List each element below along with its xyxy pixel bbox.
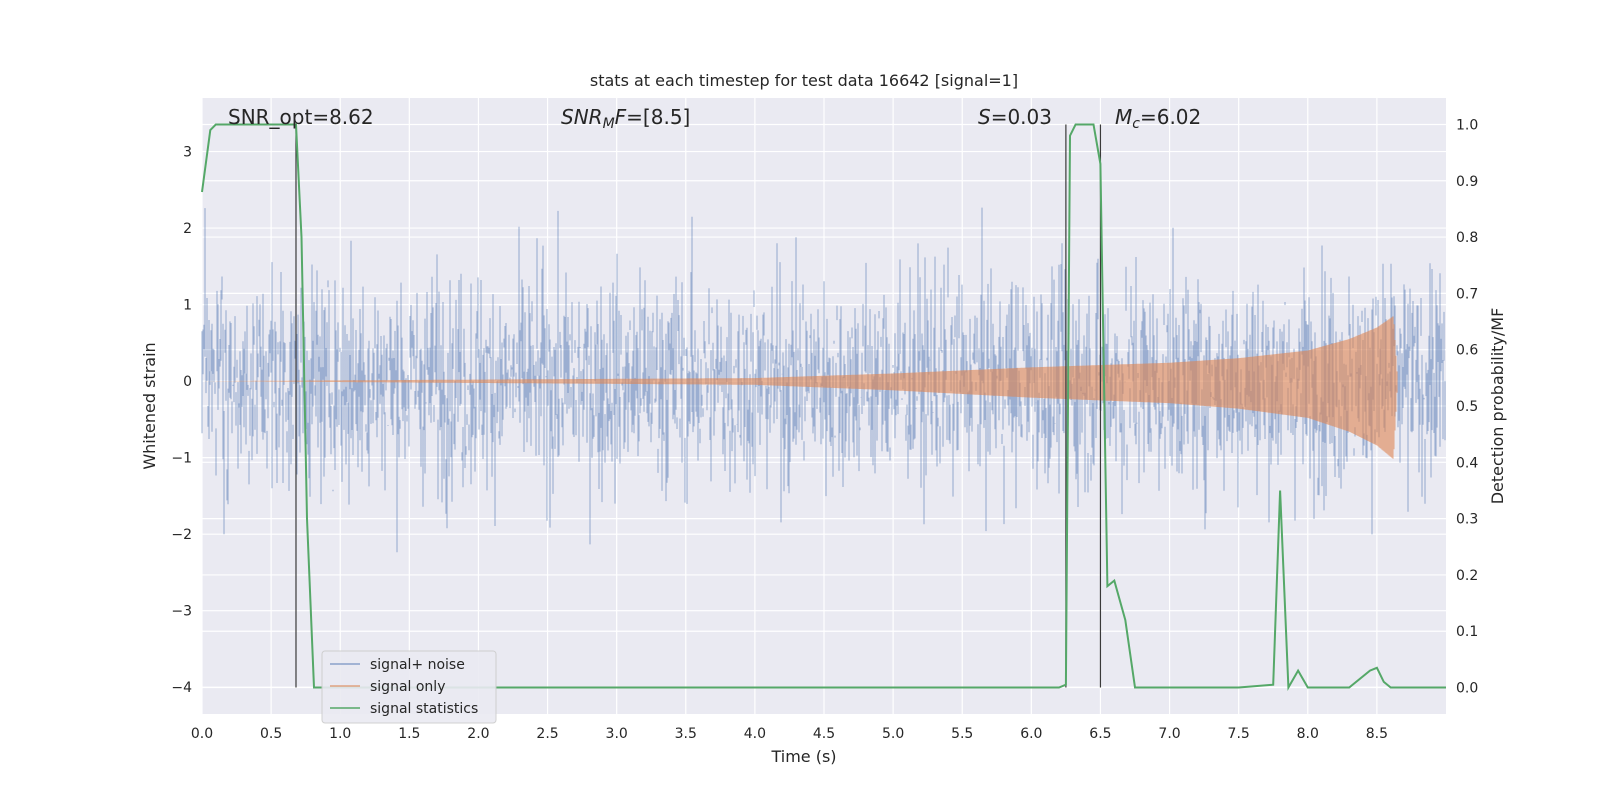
x-tick-label: 4.5 bbox=[813, 726, 835, 742]
x-tick-label: 3.0 bbox=[606, 726, 628, 742]
y-tick-labels-left: 3 2 1 0 −1 −2 −3 −4 bbox=[171, 145, 192, 697]
y-axis-label-right: Detection probability/MF bbox=[1488, 308, 1507, 505]
x-tick-label: 7.5 bbox=[1228, 726, 1250, 742]
annotation-snr-mf-base: SNR bbox=[561, 105, 603, 129]
legend-box bbox=[321, 650, 497, 724]
annotation-snr-mf-f: F bbox=[615, 105, 627, 129]
y-tick-label-right: 0.9 bbox=[1456, 174, 1478, 190]
x-tick-label: 8.5 bbox=[1366, 726, 1388, 742]
x-tick-label: 1.5 bbox=[398, 726, 420, 742]
y-tick-label-left: 2 bbox=[183, 221, 192, 237]
signal-trace bbox=[204, 316, 1398, 459]
annotation-snr-mf-sub: M bbox=[603, 116, 615, 132]
y-tick-label-left: 0 bbox=[183, 374, 192, 390]
y-tick-label-right: 0.4 bbox=[1456, 455, 1478, 471]
x-axis-label: Time (s) bbox=[770, 747, 836, 766]
y-tick-label-left: −4 bbox=[171, 680, 192, 696]
y-tick-label-right: 0.5 bbox=[1456, 399, 1478, 415]
x-tick-label: 1.0 bbox=[329, 726, 351, 742]
y-tick-label-right: 0.0 bbox=[1456, 681, 1478, 697]
y-tick-label-left: 1 bbox=[183, 298, 192, 314]
y-tick-label-left: −1 bbox=[171, 451, 192, 467]
x-tick-label: 3.5 bbox=[675, 726, 697, 742]
y-tick-label-left: −2 bbox=[171, 527, 192, 543]
annotation-mc: Mc=6.02 bbox=[1115, 105, 1201, 132]
annotation-s-label: S bbox=[978, 105, 991, 129]
y-tick-label-left: 3 bbox=[183, 145, 192, 161]
legend-label-signal: signal only bbox=[370, 679, 445, 695]
x-tick-labels: 0.0 0.5 1.0 1.5 2.0 2.5 3.0 3.5 4.0 4.5 5.0 5.5 6.0 6… bbox=[191, 726, 1388, 742]
x-tick-label: 2.0 bbox=[467, 726, 489, 742]
x-tick-label: 5.5 bbox=[951, 726, 973, 742]
chart-title: stats at each timestep for test data 166… bbox=[590, 71, 1018, 90]
annotation-mc-label: M bbox=[1115, 105, 1132, 129]
x-tick-label: 6.0 bbox=[1020, 726, 1042, 742]
x-tick-label: 2.5 bbox=[536, 726, 558, 742]
annotation-mc-value: =6.02 bbox=[1140, 105, 1201, 129]
annotation-snr-mf: SNRMF=[8.5] bbox=[561, 105, 690, 132]
annotation-snr-opt: SNR_opt=8.62 bbox=[228, 105, 374, 129]
annotation-snr-mf-value: =[8.5] bbox=[626, 105, 690, 129]
y-tick-labels-right: 1.0 0.9 0.8 0.7 0.6 0.5 0.4 0.3 0.2 0.1 0.0 bbox=[1456, 117, 1478, 696]
series-signal-statistics bbox=[201, 123, 1446, 691]
y-tick-label-right: 0.1 bbox=[1456, 624, 1478, 640]
x-tick-label: 5.0 bbox=[882, 726, 904, 742]
legend: signal+ noise signal only signal statist… bbox=[321, 650, 497, 724]
y-axis-label-left: Whitened strain bbox=[140, 342, 159, 469]
legend-label-statistics: signal statistics bbox=[370, 701, 478, 717]
annotation-s: S=0.03 bbox=[978, 105, 1052, 129]
x-tick-label: 6.5 bbox=[1089, 726, 1111, 742]
y-tick-label-right: 0.8 bbox=[1456, 230, 1478, 246]
x-tick-label: 7.0 bbox=[1158, 726, 1180, 742]
x-tick-label: 0.5 bbox=[260, 726, 282, 742]
y-tick-label-right: 0.7 bbox=[1456, 286, 1478, 302]
legend-label-noise: signal+ noise bbox=[370, 657, 465, 673]
x-tick-label: 8.0 bbox=[1297, 726, 1319, 742]
annotation-s-value: =0.03 bbox=[991, 105, 1052, 129]
x-tick-label: 4.0 bbox=[744, 726, 766, 742]
y-tick-label-right: 1.0 bbox=[1456, 117, 1478, 133]
series-signal-only bbox=[204, 316, 1398, 459]
y-tick-label-right: 0.2 bbox=[1456, 568, 1478, 584]
y-tick-label-right: 0.6 bbox=[1456, 343, 1478, 359]
y-tick-label-right: 0.3 bbox=[1456, 512, 1478, 528]
statistics-line bbox=[201, 123, 1446, 691]
x-tick-label: 0.0 bbox=[191, 726, 213, 742]
annotation-mc-sub: c bbox=[1132, 116, 1140, 132]
y-tick-label-left: −3 bbox=[171, 604, 192, 620]
